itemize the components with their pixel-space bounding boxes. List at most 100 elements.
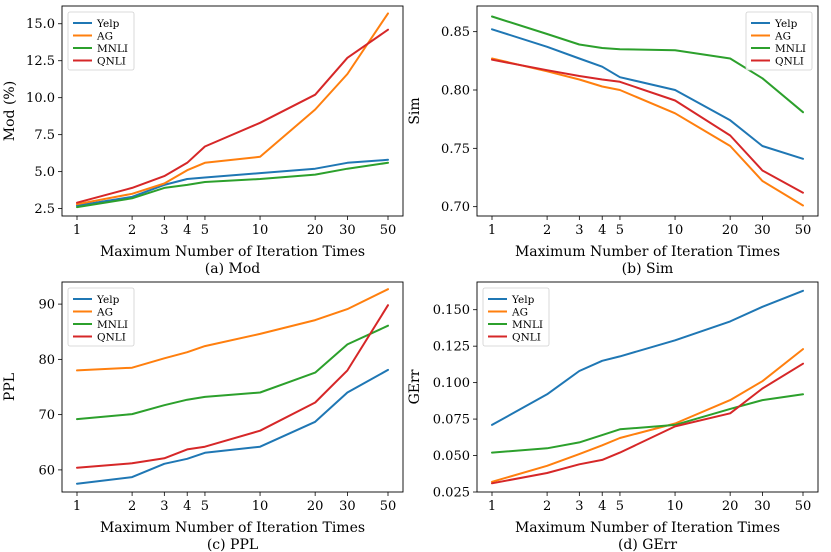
x-tick-label: 10 (252, 223, 269, 238)
x-tick-label: 20 (307, 499, 324, 514)
series-line-yelp (491, 28, 804, 160)
y-axis-label: Sim (407, 97, 423, 124)
y-tick-label: 0.025 (433, 486, 470, 501)
legend-label: Yelp (511, 294, 535, 306)
legend-label: MNLI (97, 319, 128, 331)
axes-frame (476, 281, 819, 493)
panel-sim: 1 2 3 4 5 10 20 30 50 0.70 0.75 0.80 0.85 Maximum Num… (407, 5, 819, 277)
series-line-ag (491, 348, 804, 483)
axes-frame (476, 5, 819, 217)
legend-label: AG (96, 306, 113, 318)
x-tick-label: 4 (183, 223, 191, 238)
y-tick-label: 90 (38, 298, 55, 313)
x-tick-label: 50 (380, 499, 397, 514)
x-tick-label: 3 (160, 223, 168, 238)
legend-box (67, 287, 135, 347)
x-tick-label: 50 (380, 223, 397, 238)
legend-label: QNLI (97, 55, 126, 67)
x-tick-label: 50 (795, 223, 812, 238)
legend-label: QNLI (97, 331, 126, 343)
x-tick-label: 1 (488, 499, 496, 514)
x-tick-label: 20 (722, 223, 739, 238)
series-line-mnli (76, 161, 389, 209)
y-tick-label: 15.0 (26, 17, 55, 32)
x-tick-label: 10 (252, 499, 269, 514)
y-tick-label: 80 (38, 353, 55, 368)
y-tick-label: 0.125 (433, 340, 470, 355)
y-tick-label: 0.050 (433, 449, 470, 464)
x-tick-label: 20 (722, 499, 739, 514)
panel-caption: (d) GErr (618, 537, 677, 552)
y-axis-label: Mod (%) (2, 81, 18, 141)
x-tick-label: 10 (667, 499, 684, 514)
legend-label: AG (774, 30, 791, 42)
legend-label: QNLI (512, 331, 541, 343)
x-tick-label: 3 (160, 499, 168, 514)
series-line-ag (491, 57, 804, 207)
legend-label: Yelp (96, 294, 120, 306)
x-tick-label: 5 (616, 223, 624, 238)
axes-frame (61, 5, 404, 217)
panel-caption: (c) PPL (207, 537, 258, 552)
series-line-mnli (76, 324, 389, 421)
legend-label: AG (96, 30, 113, 42)
x-tick-label: 2 (128, 499, 136, 514)
series-line-ag (76, 288, 389, 372)
series-line-qnli (491, 362, 804, 485)
series-line-qnli (491, 58, 804, 194)
legend-label: MNLI (775, 43, 806, 55)
x-tick-label: 5 (201, 223, 209, 238)
y-tick-label: 12.5 (26, 54, 55, 69)
legend-box (67, 11, 135, 71)
x-tick-label: 2 (543, 223, 551, 238)
y-tick-label: 0.80 (441, 84, 470, 99)
x-tick-label: 1 (73, 499, 81, 514)
y-tick-label: 5.0 (34, 165, 55, 180)
series-line-mnli (491, 15, 804, 114)
x-axis-label: Maximum Number of Iteration Times (100, 244, 365, 260)
panel-caption: (a) Mod (205, 261, 260, 277)
x-tick-label: 2 (543, 499, 551, 514)
y-tick-label: 0.100 (433, 376, 470, 391)
legend-label: Yelp (774, 18, 798, 30)
panel-ppl: 1 2 3 4 5 10 20 30 50 60 70 80 90 Maximum Number of I… (2, 281, 404, 552)
x-tick-label: 3 (575, 223, 583, 238)
y-tick-label: 70 (38, 408, 55, 423)
y-tick-label: 7.5 (34, 128, 55, 143)
legend-label: MNLI (512, 319, 543, 331)
x-tick-label: 30 (754, 499, 771, 514)
y-tick-label: 0.70 (441, 200, 470, 215)
series-line-yelp (76, 368, 389, 485)
x-tick-label: 4 (598, 499, 606, 514)
y-tick-label: 10.0 (26, 91, 55, 106)
y-tick-label: 0.150 (433, 303, 470, 318)
x-tick-label: 4 (183, 499, 191, 514)
series-line-ag (76, 12, 389, 206)
series-line-qnli (76, 304, 389, 469)
y-tick-label: 0.75 (441, 142, 470, 157)
legend-label: QNLI (775, 55, 804, 67)
panel-mod: 1 2 3 4 5 10 20 30 50 2.5 5.0 7.5 10.0 12.5 15.0 Maximu… (2, 5, 404, 277)
x-tick-label: 4 (598, 223, 606, 238)
x-axis-label: Maximum Number of Iteration Times (515, 244, 780, 260)
series-line-mnli (491, 393, 804, 454)
x-axis-label: Maximum Number of Iteration Times (515, 520, 780, 536)
x-axis-label: Maximum Number of Iteration Times (100, 520, 365, 536)
x-tick-label: 30 (754, 223, 771, 238)
x-tick-label: 30 (339, 223, 356, 238)
x-tick-label: 5 (201, 499, 209, 514)
x-tick-label: 10 (667, 223, 684, 238)
x-tick-label: 20 (307, 223, 324, 238)
legend-box (745, 11, 813, 71)
x-tick-label: 3 (575, 499, 583, 514)
axes-frame (61, 281, 404, 493)
x-tick-label: 50 (795, 499, 812, 514)
legend-label: MNLI (97, 43, 128, 55)
x-tick-label: 1 (73, 223, 81, 238)
y-tick-label: 0.85 (441, 25, 470, 40)
